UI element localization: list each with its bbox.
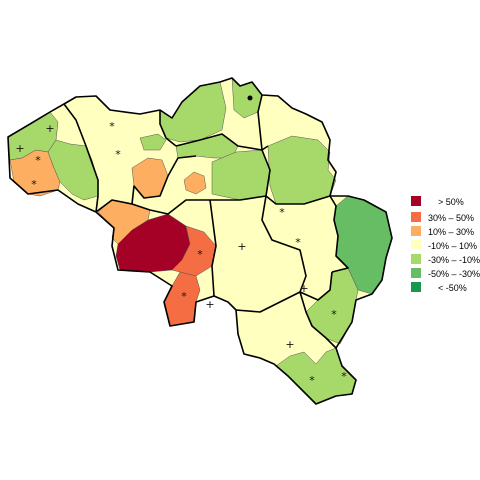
marker-star-10: * — [309, 374, 315, 387]
legend-label-1: > 50% — [438, 197, 464, 207]
legend-swatch-6 — [411, 268, 421, 278]
legend-label-6: -50% – -30% — [428, 269, 480, 279]
belgium-outline — [7, 77, 393, 405]
province-border-ant-lim — [257, 94, 269, 151]
legend-label-5: -30% – -10% — [428, 255, 480, 265]
marker-star-9: * — [331, 308, 337, 321]
marker-plus-3: + — [237, 240, 246, 253]
province-border-flanders-wallonia — [95, 195, 331, 215]
marker-star-6: * — [181, 290, 187, 303]
legend-swatch-4 — [411, 240, 421, 250]
legend-swatch-7 — [411, 282, 421, 292]
legend-swatch-1 — [411, 196, 421, 206]
marker-plus-1: + — [15, 142, 24, 155]
marker-star-7: * — [279, 206, 285, 219]
marker-star-1: * — [35, 154, 41, 167]
marker-star-4: * — [115, 148, 121, 161]
province-border-hainaut-namur — [209, 199, 217, 297]
province-border-fb-lim — [261, 149, 271, 197]
legend-label-4: -10% – 10% — [428, 241, 477, 251]
legend-swatch-3 — [411, 226, 421, 236]
province-border-ant-fb — [175, 133, 263, 151]
region-limburg-green-east — [267, 135, 337, 205]
map-legend: > 50% 30% – 50% 10% – 30% -10% – 10% -30… — [411, 196, 480, 293]
province-border-ef-ant — [159, 110, 177, 147]
province-border-ef-fb — [131, 155, 197, 205]
marker-star-5: * — [197, 248, 203, 261]
legend-label-3: 10% – 30% — [428, 227, 474, 237]
legend-swatch-2 — [411, 212, 421, 222]
marker-star-8: * — [295, 236, 301, 249]
marker-star-2: * — [31, 178, 37, 191]
province-border-east-cantons — [329, 195, 349, 273]
marker-plus-5: + — [299, 282, 308, 295]
legend-label-7: < -50% — [438, 283, 467, 293]
province-border-namur-liege — [261, 195, 307, 293]
legend-label-2: 30% – 50% — [428, 213, 474, 223]
capital-dot — [247, 95, 253, 101]
region-brussels-orange — [183, 171, 207, 195]
marker-plus-6: + — [285, 338, 294, 351]
significance-markers: + + * * * * * * + + * * + + * * * — [15, 120, 347, 387]
province-border-liege-lux — [299, 291, 337, 349]
marker-plus-2: + — [45, 122, 54, 135]
province-border-wf-ef — [63, 103, 99, 213]
marker-plus-4: + — [205, 298, 214, 311]
marker-star-3: * — [109, 120, 115, 133]
legend-swatch-5 — [411, 254, 421, 264]
marker-star-11: * — [341, 370, 347, 383]
region-gent-green-small — [139, 133, 167, 151]
